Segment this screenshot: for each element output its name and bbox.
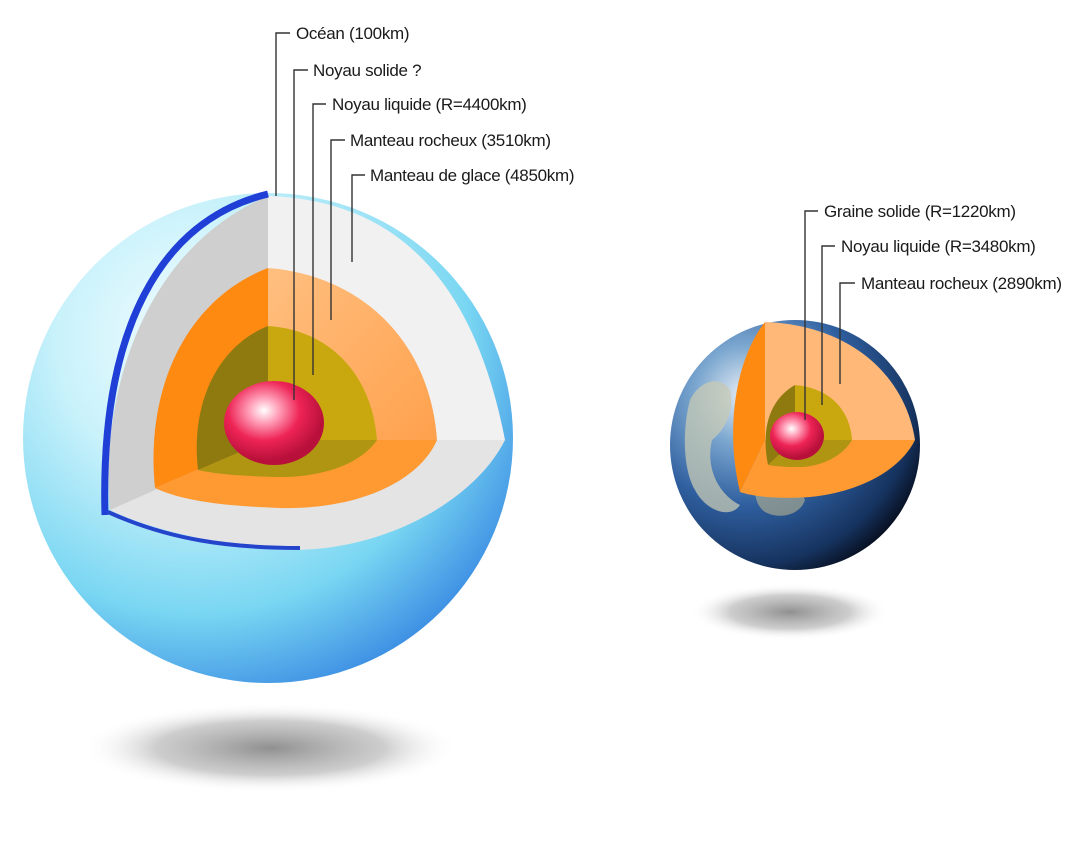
label-outer-core: Noyau liquide (R=3480km) [841, 237, 1036, 256]
leader-earth-mantle [839, 282, 855, 384]
earth: Graine solide (R=1220km) Noyau liquide (… [670, 202, 1062, 640]
label-rock-mantle: Manteau rocheux (3510km) [350, 131, 551, 150]
leader-rock-mantle [330, 139, 345, 320]
icy-body-shadow [80, 703, 460, 793]
leader-liquid-core [312, 103, 326, 375]
icy-body: Océan (100km) Noyau solide ? Noyau liqui… [23, 24, 574, 793]
leader-solid-core [293, 69, 308, 400]
leader-ocean [275, 32, 290, 196]
earth-continents [684, 381, 740, 513]
label-earth-mantle: Manteau rocheux (2890km) [861, 274, 1062, 293]
label-ice-mantle: Manteau de glace (4850km) [370, 166, 574, 185]
leader-outer-core [821, 245, 835, 405]
leader-inner-core [804, 210, 818, 420]
ocean-layer-bottom [107, 510, 301, 550]
label-liquid-core: Noyau liquide (R=4400km) [332, 95, 527, 114]
earth-inner-core [770, 412, 824, 460]
label-solid-core: Noyau solide ? [313, 61, 421, 80]
label-ocean: Océan (100km) [296, 24, 409, 43]
leader-ice-mantle [351, 174, 365, 262]
solid-core [224, 381, 324, 465]
earth-shadow [690, 584, 890, 640]
ocean-layer [101, 190, 269, 516]
label-inner-core: Graine solide (R=1220km) [824, 202, 1016, 221]
earth-mantle-back-face [733, 322, 765, 492]
